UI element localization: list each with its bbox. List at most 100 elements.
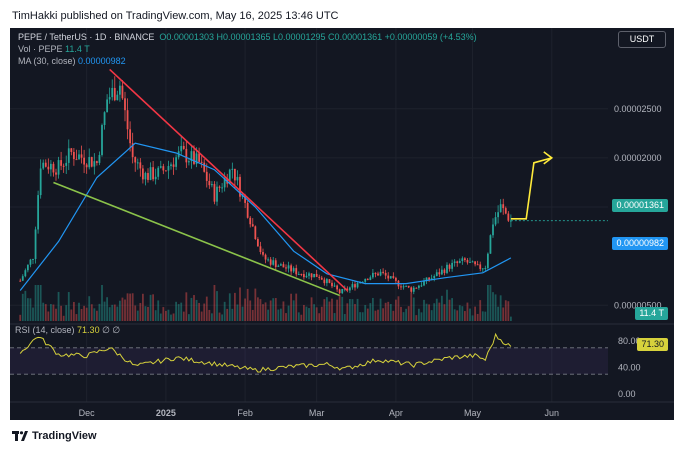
candle-body-157	[420, 285, 423, 287]
volume-bar-101	[277, 309, 280, 321]
volume-bar-52	[152, 294, 155, 321]
volume-bar-69	[195, 299, 198, 321]
candle-body-0	[19, 280, 22, 282]
candle-body-174	[463, 258, 466, 261]
volume-bar-169	[451, 298, 454, 321]
volume-bar-170	[453, 309, 456, 321]
candle-body-68	[193, 151, 195, 164]
time-tick-label-6: Jun	[545, 408, 560, 418]
volume-bar-30	[95, 310, 98, 321]
volume-bar-93	[256, 297, 259, 321]
volume-bar-89	[246, 288, 249, 321]
volume-bar-35	[108, 307, 111, 321]
candle-body-147	[394, 277, 397, 281]
candle-body-154	[412, 287, 415, 292]
volume-bar-83	[231, 308, 234, 321]
volume-bar-26	[85, 307, 88, 321]
candle-body-82	[228, 169, 231, 184]
chart-panel[interactable]: 0.000025000.000020000.000015000.00000500…	[10, 28, 674, 420]
candle-body-165	[440, 269, 443, 275]
volume-bar-191	[507, 301, 510, 321]
volume-bar-104	[285, 313, 287, 321]
volume-bar-61	[175, 301, 178, 321]
candle-body-105	[287, 265, 290, 269]
candle-body-178	[474, 261, 477, 265]
candle-body-74	[208, 180, 211, 186]
candle-body-162	[433, 276, 436, 279]
volume-bar-94	[259, 299, 262, 321]
candle-body-49	[144, 173, 147, 180]
candle-body-57	[164, 170, 167, 172]
volume-bar-142	[382, 308, 385, 321]
volume-bar-171	[456, 310, 459, 321]
candle-body-163	[435, 272, 438, 277]
candle-body-182	[484, 268, 487, 270]
candle-body-90	[249, 217, 252, 225]
candle-body-55	[159, 166, 162, 168]
candle-body-32	[101, 125, 103, 155]
volume-bar-187	[497, 306, 500, 321]
candle-body-51	[149, 167, 152, 180]
currency-button[interactable]: USDT	[618, 31, 666, 48]
symbol-label: PEPE / TetherUS · 1D · BINANCE	[18, 32, 155, 42]
candle-body-12	[49, 163, 52, 170]
volume-bar-97	[267, 309, 270, 321]
rsi-value: 71.30	[77, 325, 100, 335]
candle-body-73	[205, 171, 208, 181]
rsi-extra: ∅ ∅	[102, 325, 121, 335]
candle-body-14	[55, 172, 57, 175]
candle-body-58	[167, 166, 170, 171]
time-axis-ticks: Dec 2025 Feb Mar Apr May Jun	[79, 408, 559, 418]
candle-body-123	[333, 285, 336, 287]
candle-body-71	[200, 161, 203, 163]
candle-body-88	[244, 195, 247, 203]
tradingview-footer[interactable]: TradingView	[12, 430, 97, 442]
candle-body-45	[134, 157, 137, 163]
candle-body-66	[187, 161, 190, 163]
rsi-tick-label-1: 40.00	[618, 363, 641, 373]
volume-bar-121	[328, 301, 331, 321]
time-tick-label-0: Dec	[79, 408, 96, 418]
volume-bar-151	[405, 308, 408, 321]
candle-body-31	[98, 154, 101, 163]
volume-bar-176	[469, 308, 471, 321]
projection-arrow	[510, 151, 554, 220]
price-tick-label-3: 0.00000500	[614, 300, 662, 310]
candle-body-190	[504, 208, 507, 214]
volume-bar-28	[90, 304, 93, 321]
candle-body-101	[277, 265, 280, 267]
volume-bar-11	[47, 311, 50, 321]
volume-bar-125	[338, 294, 341, 321]
volume-bar-54	[157, 300, 160, 321]
candle-body-107	[292, 268, 295, 272]
candle-body-92	[254, 226, 257, 240]
volume-bar-50	[147, 306, 149, 321]
price-chart[interactable]: 0.000025000.000020000.000015000.00000500…	[10, 28, 674, 420]
candle-body-16	[60, 160, 63, 166]
volume-bar-42	[126, 293, 129, 321]
candle-body-75	[210, 184, 213, 186]
candle-body-79	[221, 187, 224, 189]
candle-body-187	[497, 212, 500, 218]
volume-bar-49	[144, 306, 147, 321]
volume-bars	[19, 285, 512, 321]
volume-bar-123	[333, 313, 336, 321]
candle-body-2	[24, 270, 27, 277]
candle-body-76	[213, 184, 216, 202]
candle-body-91	[251, 224, 254, 227]
volume-bar-67	[190, 297, 193, 321]
candle-body-117	[318, 276, 321, 278]
candle-body-153	[410, 287, 413, 292]
volume-bar-76	[213, 285, 216, 321]
candle-body-103	[282, 264, 285, 268]
volume-bar-113	[308, 308, 310, 321]
candle-body-84	[233, 168, 236, 181]
volume-bar-25	[83, 305, 86, 321]
volume-bar-167	[446, 289, 448, 321]
candle-body-150	[402, 286, 405, 288]
candle-body-37	[113, 87, 116, 101]
rsi-band	[10, 347, 608, 375]
candle-body-122	[331, 282, 333, 287]
candle-body-11	[47, 166, 50, 170]
candle-body-85	[236, 176, 239, 181]
